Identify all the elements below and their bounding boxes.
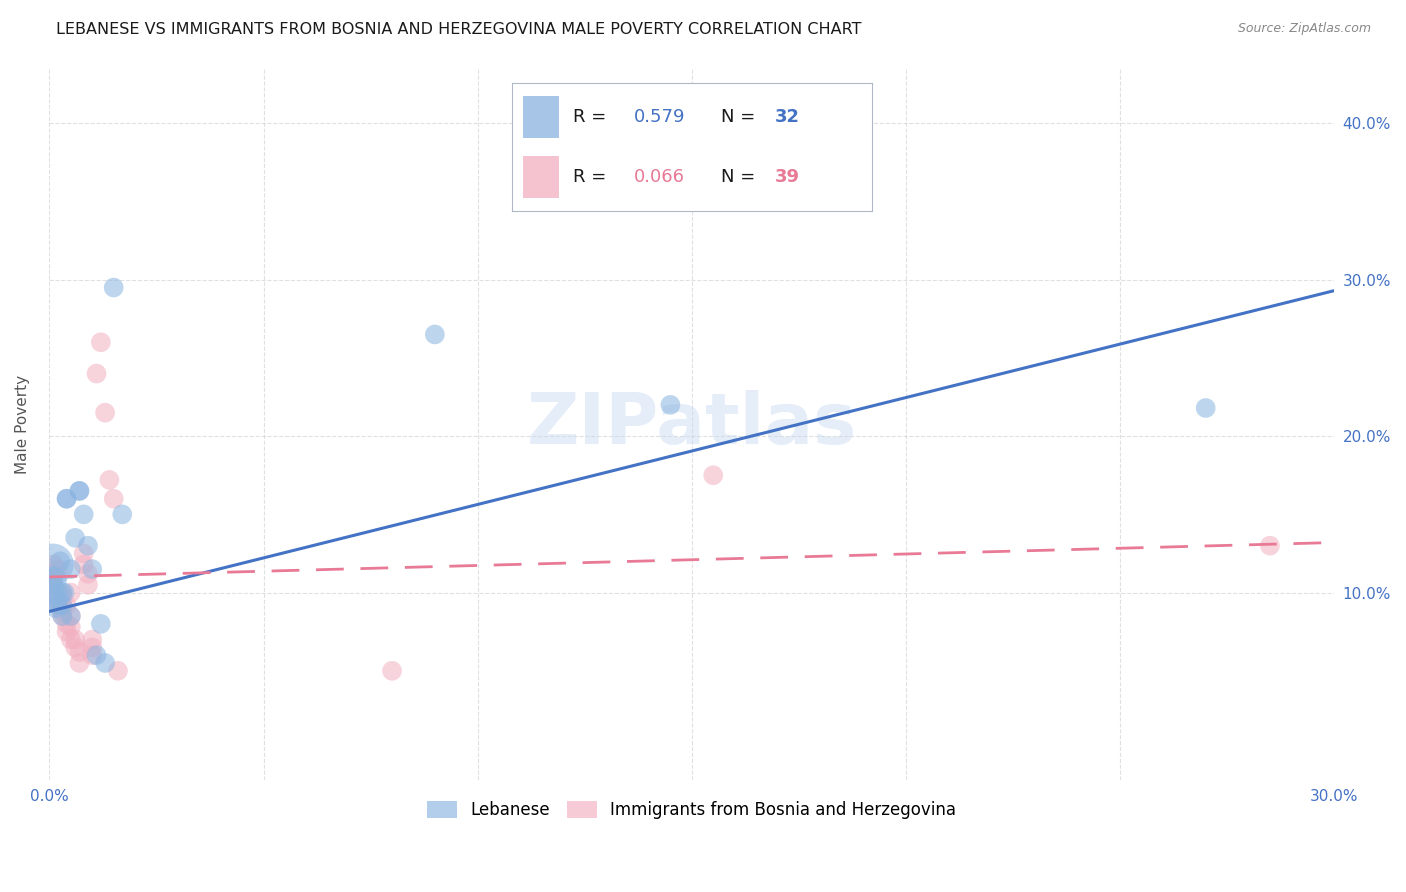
Point	[381, 664, 404, 678]
Point	[42, 573, 65, 587]
Y-axis label: Male Poverty: Male Poverty	[15, 375, 30, 474]
Point	[46, 598, 69, 612]
Point	[42, 578, 65, 592]
Point	[1258, 539, 1281, 553]
Point	[77, 566, 100, 581]
Point	[90, 616, 112, 631]
Point	[41, 573, 63, 587]
Point	[53, 585, 76, 599]
Point	[77, 578, 100, 592]
Point	[73, 558, 96, 572]
Point	[42, 558, 65, 572]
Point	[46, 562, 69, 576]
Point	[42, 578, 65, 592]
Point	[702, 468, 724, 483]
Point	[46, 593, 69, 607]
Point	[82, 648, 104, 662]
Point	[86, 367, 108, 381]
Point	[45, 601, 67, 615]
Point	[73, 546, 96, 560]
Point	[55, 616, 77, 631]
Point	[51, 589, 73, 603]
Point	[107, 664, 129, 678]
Point	[86, 648, 108, 662]
Point	[51, 585, 73, 599]
Point	[67, 656, 90, 670]
Point	[42, 566, 65, 581]
Point	[51, 598, 73, 612]
Point	[59, 585, 82, 599]
Point	[55, 624, 77, 639]
Point	[63, 640, 86, 655]
Point	[67, 645, 90, 659]
Point	[73, 508, 96, 522]
Point	[45, 585, 67, 599]
Point	[94, 656, 117, 670]
Point	[1195, 401, 1218, 415]
Point	[98, 473, 121, 487]
Point	[63, 531, 86, 545]
Point	[82, 632, 104, 647]
Point	[67, 483, 90, 498]
Point	[55, 598, 77, 612]
Legend: Lebanese, Immigrants from Bosnia and Herzegovina: Lebanese, Immigrants from Bosnia and Her…	[420, 794, 963, 825]
Point	[659, 398, 682, 412]
Point	[94, 406, 117, 420]
Point	[51, 604, 73, 618]
Text: LEBANESE VS IMMIGRANTS FROM BOSNIA AND HERZEGOVINA MALE POVERTY CORRELATION CHAR: LEBANESE VS IMMIGRANTS FROM BOSNIA AND H…	[56, 22, 862, 37]
Point	[45, 589, 67, 603]
Point	[46, 593, 69, 607]
Point	[423, 327, 446, 342]
Point	[51, 609, 73, 624]
Point	[59, 609, 82, 624]
Text: Source: ZipAtlas.com: Source: ZipAtlas.com	[1237, 22, 1371, 36]
Point	[103, 491, 125, 506]
Point	[103, 280, 125, 294]
Text: ZIPatlas: ZIPatlas	[527, 390, 856, 458]
Point	[59, 562, 82, 576]
Point	[42, 570, 65, 584]
Point	[49, 554, 72, 568]
Point	[82, 562, 104, 576]
Point	[51, 598, 73, 612]
Point	[46, 585, 69, 599]
Point	[42, 558, 65, 572]
Point	[77, 539, 100, 553]
Point	[51, 609, 73, 624]
Point	[55, 491, 77, 506]
Point	[59, 632, 82, 647]
Point	[111, 508, 134, 522]
Point	[46, 598, 69, 612]
Point	[82, 640, 104, 655]
Point	[90, 335, 112, 350]
Point	[55, 491, 77, 506]
Point	[67, 483, 90, 498]
Point	[63, 632, 86, 647]
Point	[59, 620, 82, 634]
Point	[59, 609, 82, 624]
